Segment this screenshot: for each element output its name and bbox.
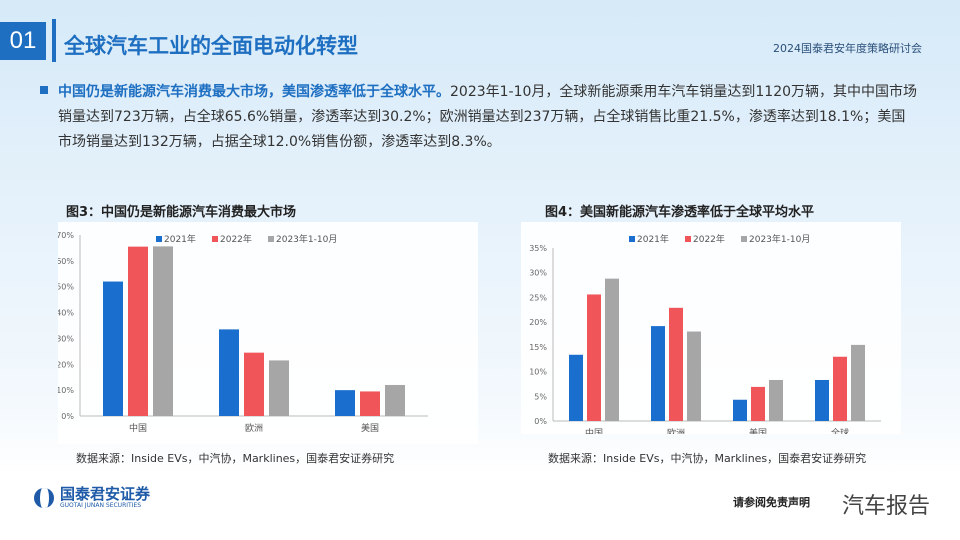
bar-2-2 xyxy=(769,379,783,421)
legend-swatch xyxy=(629,236,635,242)
legend-label: 2023年1-10月 xyxy=(276,233,337,245)
x-tick-label: 全球 xyxy=(831,427,849,434)
legend-label: 2023年1-10月 xyxy=(749,233,810,245)
bar-0-0 xyxy=(103,281,123,416)
bar-2-0 xyxy=(605,278,619,421)
logo-text: 国泰君安证券 xyxy=(60,485,151,503)
bullet-icon xyxy=(40,86,48,94)
bar-2-1 xyxy=(687,331,701,421)
logo-subtext: GUOTAI JUNAN SECURITIES xyxy=(60,502,142,509)
x-tick-label: 美国 xyxy=(361,422,379,434)
y-tick-label: 20% xyxy=(58,360,74,369)
legend-swatch xyxy=(268,236,274,242)
bar-0-2 xyxy=(335,390,355,416)
bar-0-1 xyxy=(651,326,665,421)
legend-swatch xyxy=(212,236,218,242)
legend-label: 2021年 xyxy=(637,233,669,245)
legend-swatch xyxy=(741,236,747,242)
chart3: 0% 10% 20% 30% 40% 50% 60% 70% 中国 欧洲 美国 2021年 2022年 2… xyxy=(56,231,428,434)
bar-1-3 xyxy=(833,356,847,421)
bar-1-2 xyxy=(751,386,765,421)
section-number: 01 xyxy=(0,22,46,60)
bar-0-0 xyxy=(569,354,583,421)
summary-body: 2023年1-10月，全球新能源乘用车汽车销量达到1120万辆，其中中国市场销量… xyxy=(58,84,918,150)
y-tick-label: 15% xyxy=(529,343,547,352)
bar-2-0 xyxy=(153,246,173,416)
disclaimer: 请参阅免责声明 xyxy=(733,496,810,509)
y-tick-label: 5% xyxy=(534,392,547,401)
y-tick-label: 0% xyxy=(61,412,74,421)
chart3-panel: 0% 10% 20% 30% 40% 50% 60% 70% 中国 欧洲 美国 2021年 2022年 2… xyxy=(56,222,478,444)
y-tick-label: 60% xyxy=(58,257,74,266)
x-tick-label: 中国 xyxy=(129,422,147,434)
x-tick-label: 欧洲 xyxy=(667,427,685,434)
bar-2-2 xyxy=(385,384,405,416)
chart4: 0% 5% 10% 15% 20% 25% 30% 35% 中国 欧洲 美国 全球 2021年 2022年… xyxy=(529,233,881,439)
chart3-title: 图3：中国仍是新能源汽车消费最大市场 xyxy=(66,205,297,220)
legend-label: 2022年 xyxy=(693,233,725,245)
x-tick-label: 中国 xyxy=(585,427,603,434)
chart3-source: 数据来源：Inside EVs，中汽协，Marklines，国泰君安证券研究 xyxy=(76,452,395,465)
bar-1-2 xyxy=(360,391,380,416)
event-name: 2024国泰君安年度策略研讨会 xyxy=(773,42,922,55)
bar-0-3 xyxy=(815,379,829,421)
page-title: 全球汽车工业的全面电动化转型 xyxy=(64,34,358,58)
y-tick-label: 50% xyxy=(58,283,74,292)
y-tick-label: 10% xyxy=(58,386,74,395)
company-logo: 国泰君安证券 GUOTAI JUNAN SECURITIES xyxy=(34,486,150,509)
summary-paragraph: 中国仍是新能源汽车消费最大市场，美国渗透率低于全球水平。2023年1-10月，全… xyxy=(40,80,918,155)
y-tick-label: 20% xyxy=(529,318,547,327)
legend-swatch xyxy=(156,236,162,242)
legend-label: 2021年 xyxy=(164,233,196,245)
y-tick-label: 25% xyxy=(529,293,547,302)
title-divider xyxy=(52,19,56,62)
logo-mark-icon xyxy=(34,487,54,508)
y-tick-label: 40% xyxy=(58,309,74,318)
bar-2-1 xyxy=(269,360,289,416)
chart4-panel: 0% 5% 10% 15% 20% 25% 30% 35% 中国 欧洲 美国 全球 2021年 2022年… xyxy=(521,222,901,439)
x-tick-label: 美国 xyxy=(749,427,767,434)
bar-0-2 xyxy=(733,399,747,421)
y-tick-label: 70% xyxy=(58,231,74,240)
y-tick-label: 30% xyxy=(529,269,547,278)
legend-label: 2022年 xyxy=(220,233,252,245)
y-tick-label: 35% xyxy=(529,244,547,253)
legend-swatch xyxy=(685,236,691,242)
watermark: 汽车报告 xyxy=(841,494,930,519)
summary-highlight: 中国仍是新能源汽车消费最大市场，美国渗透率低于全球水平。 xyxy=(58,84,450,100)
bar-1-0 xyxy=(128,246,148,416)
y-tick-label: 10% xyxy=(529,368,547,377)
y-tick-label: 0% xyxy=(534,417,547,426)
y-tick-label: 30% xyxy=(58,334,74,343)
bar-2-3 xyxy=(851,344,865,421)
chart4-title: 图4：美国新能源汽车渗透率低于全球平均水平 xyxy=(545,205,815,220)
bar-1-1 xyxy=(244,352,264,416)
bar-1-1 xyxy=(669,307,683,421)
bar-1-0 xyxy=(587,294,601,421)
chart4-source: 数据来源：Inside EVs，中汽协，Marklines，国泰君安证券研究 xyxy=(548,452,867,465)
x-tick-label: 欧洲 xyxy=(245,422,263,434)
bar-0-1 xyxy=(219,329,239,416)
